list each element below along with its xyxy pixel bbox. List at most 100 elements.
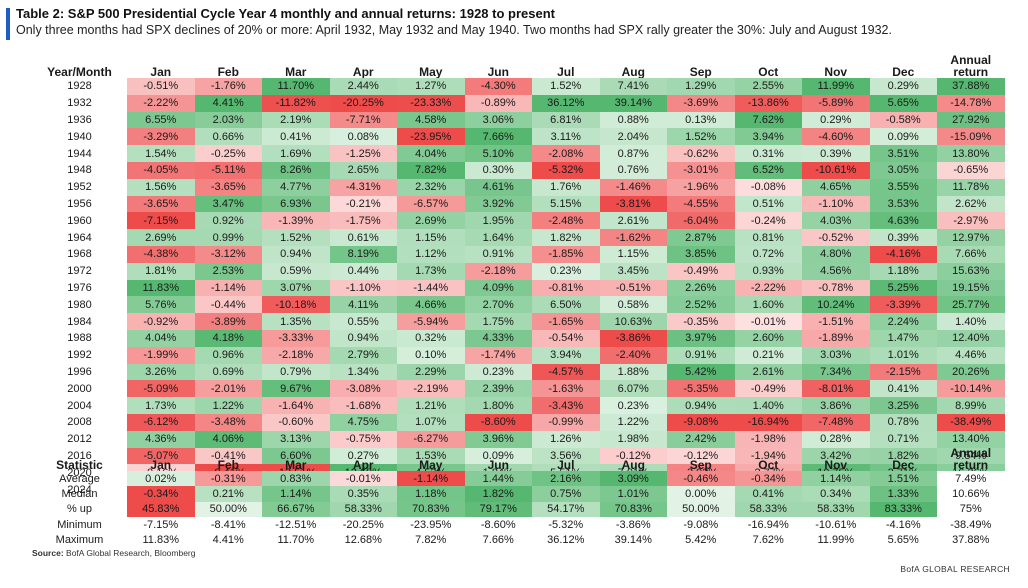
returns-cell: -3.08%	[329, 380, 397, 398]
returns-cell: 0.55%	[329, 313, 397, 330]
returns-row-label: 1956	[67, 197, 92, 210]
returns-cell: 4.61%	[464, 178, 532, 196]
returns-cell: -0.81%	[532, 279, 600, 297]
returns-row: 1984 -0.92% -3.89% 1.35% 0.55% -5.94% 1.75% -1.…	[32, 313, 1005, 330]
returns-cell: 5.25%	[869, 279, 937, 297]
statistics-column-header: Nov	[824, 458, 848, 471]
returns-cell: 4.56%	[802, 262, 870, 280]
returns-cell: -0.89%	[464, 94, 532, 112]
returns-cell: 9.54%	[937, 447, 1005, 465]
returns-cell: -5.32%	[532, 161, 600, 179]
returns-row-label: 1976	[67, 281, 92, 294]
returns-row-label: 1992	[67, 349, 92, 362]
statistics-cell: 10.66%	[937, 486, 1005, 502]
returns-cell: -7.48%	[802, 413, 870, 431]
statistics-table: Statistic Jan Feb Mar Apr May Jun Jul Aug Sep Oct N…	[32, 441, 1005, 548]
returns-cell: -3.65%	[194, 178, 262, 196]
returns-cell: 0.94%	[262, 245, 330, 263]
returns-cell: 0.10%	[397, 346, 465, 364]
statistics-cell: -0.01%	[329, 471, 397, 487]
returns-cell: 1.40%	[937, 313, 1005, 330]
statistics-cell: 70.83%	[599, 501, 667, 518]
returns-cell: -5.11%	[194, 161, 262, 179]
statistics-cell: -0.34%	[127, 486, 195, 502]
statistics-cell: -5.32%	[548, 518, 584, 531]
statistics-cell: 50.00%	[667, 501, 735, 518]
returns-row: 2004 1.73% 1.22% -1.64% -1.68% 1.21% 1.80% -3.4…	[32, 397, 1005, 414]
returns-cell: 13.40%	[937, 430, 1005, 448]
returns-cell: 0.27%	[329, 447, 397, 465]
statistics-column-header: May	[419, 458, 443, 471]
statistics-cell: 1.14%	[802, 471, 870, 487]
source-text: BofA Global Research, Bloomberg	[66, 548, 196, 558]
returns-cell: -5.07%	[127, 447, 195, 465]
returns-cell: 13.80%	[937, 145, 1005, 162]
returns-cell: -0.24%	[734, 212, 802, 230]
statistics-column-header: Jun	[487, 458, 509, 471]
returns-cell: 0.59%	[262, 262, 330, 280]
returns-cell: 0.09%	[869, 128, 937, 146]
statistics-cell: 36.12%	[547, 534, 585, 547]
returns-cell: 7.34%	[802, 363, 870, 381]
returns-cell: 3.45%	[599, 262, 667, 280]
returns-cell: 3.07%	[262, 279, 330, 297]
returns-cell: -5.94%	[397, 313, 465, 330]
returns-cell: -0.51%	[127, 78, 195, 95]
returns-cell: -1.75%	[329, 212, 397, 230]
statistics-cell: 1.14%	[262, 486, 330, 502]
returns-cell: 6.50%	[532, 296, 600, 314]
returns-cell: 0.39%	[869, 229, 937, 246]
returns-cell: -2.22%	[127, 94, 195, 112]
statistics-cell: 5.42%	[685, 534, 717, 547]
returns-cell: 1.82%	[532, 229, 600, 246]
returns-row-label: 1984	[67, 315, 92, 328]
returns-cell: -1.25%	[329, 145, 397, 162]
returns-cell: 0.81%	[734, 229, 802, 246]
returns-cell: 4.75%	[329, 413, 397, 431]
returns-cell: 0.99%	[194, 229, 262, 246]
table-subtitle: Only three months had SPX declines of 20…	[16, 23, 892, 37]
statistics-cell: 1.44%	[464, 471, 532, 487]
returns-row: 2012 4.36% 4.06% 3.13% -0.75% -6.27% 3.96% 1.26…	[32, 430, 1005, 448]
statistics-cell: 0.02%	[127, 471, 195, 487]
returns-cell: -4.05%	[127, 161, 195, 179]
returns-cell: -7.15%	[127, 212, 195, 230]
returns-row: 1964 2.69% 0.99% 1.52% 0.61% 1.15% 1.64% 1.82% -…	[32, 229, 1005, 246]
returns-cell: 19.15%	[937, 279, 1005, 297]
statistics-cell: -9.08%	[683, 518, 719, 531]
returns-cell: 2.62%	[937, 195, 1005, 213]
returns-cell: 0.88%	[599, 111, 667, 129]
returns-cell: 2.04%	[599, 128, 667, 146]
title-accent-bar	[6, 8, 10, 40]
returns-cell: 3.26%	[127, 363, 195, 381]
returns-cell: 2.29%	[397, 363, 465, 381]
returns-cell: -9.08%	[667, 413, 735, 431]
statistics-cell: 0.75%	[532, 486, 600, 502]
statistics-cell: -0.31%	[194, 471, 262, 487]
returns-cell: 3.06%	[464, 111, 532, 129]
returns-cell: 2.70%	[464, 296, 532, 314]
returns-row-label: 1968	[67, 248, 92, 261]
returns-row: 2008 -6.12% -3.48% -0.60% 4.75% 1.07% -8.60% -0…	[32, 413, 1005, 431]
returns-cell: -8.60%	[464, 413, 532, 431]
returns-cell: -2.22%	[734, 279, 802, 297]
returns-cell: 0.09%	[464, 447, 532, 465]
returns-cell: 1.15%	[599, 245, 667, 263]
statistics-cell: 50.00%	[194, 501, 262, 518]
returns-cell: -1.98%	[734, 430, 802, 448]
returns-cell: 6.93%	[262, 195, 330, 213]
returns-cell: 1.52%	[667, 128, 735, 146]
returns-cell: 0.78%	[869, 413, 937, 431]
statistics-cell: -38.49%	[950, 518, 992, 531]
returns-column-header: Apr	[352, 65, 374, 78]
returns-cell: 4.80%	[802, 245, 870, 263]
returns-cell: 7.82%	[397, 161, 465, 179]
returns-cell: 8.26%	[262, 161, 330, 179]
returns-cell: -0.54%	[532, 329, 600, 347]
statistics-cell: 11.70%	[277, 534, 315, 547]
returns-cell: 7.66%	[937, 245, 1005, 263]
statistics-cell: -12.51%	[275, 518, 317, 531]
statistics-cell: 0.34%	[802, 486, 870, 502]
returns-cell: 0.91%	[464, 245, 532, 263]
returns-row: 1952 1.56% -3.65% 4.77% -4.31% 2.32% 4.61% 1.76…	[32, 178, 1005, 196]
